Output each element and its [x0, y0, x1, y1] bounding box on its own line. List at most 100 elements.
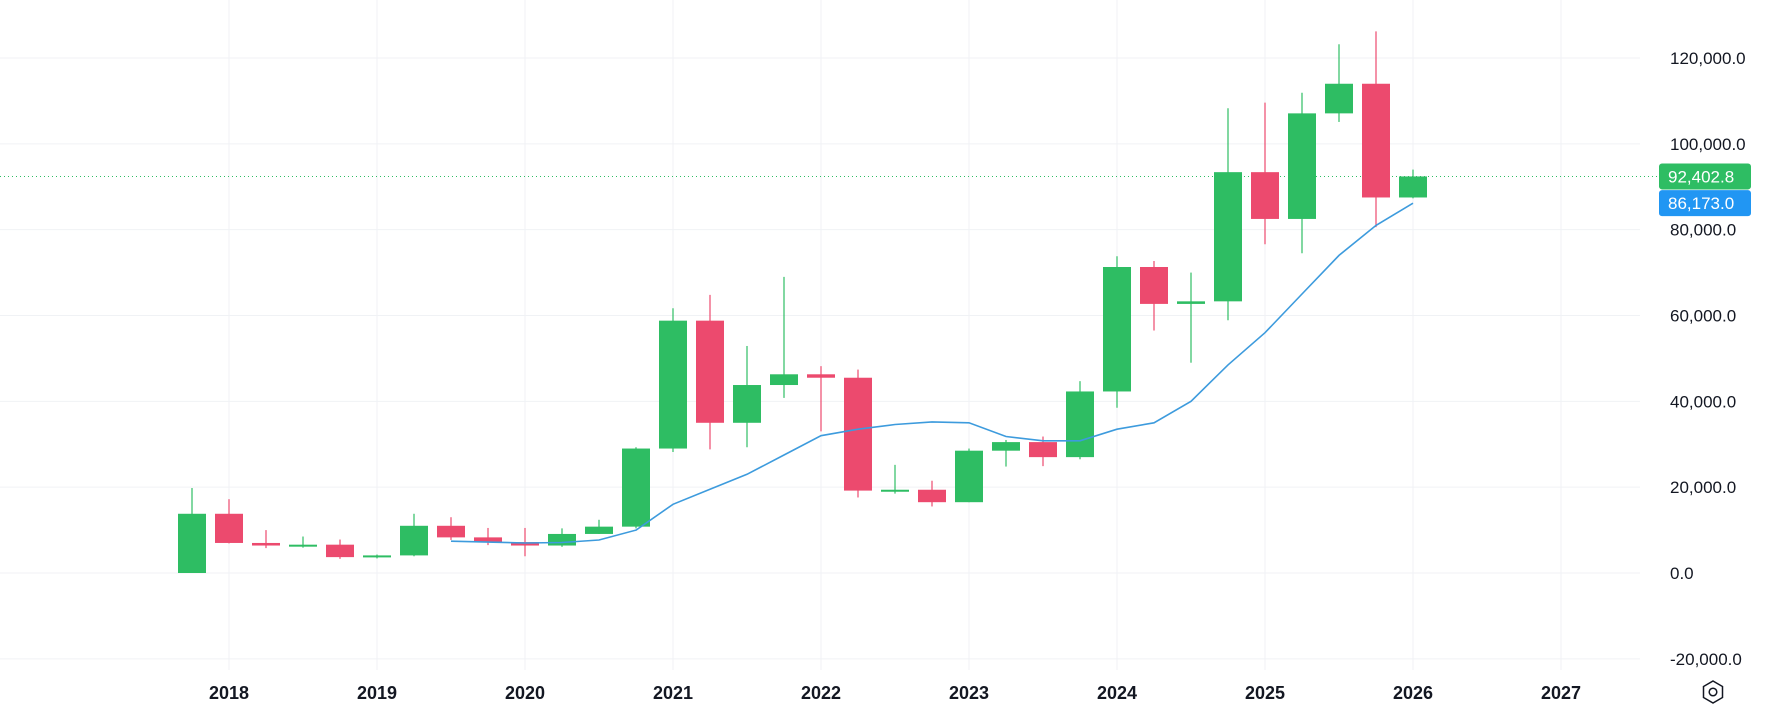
vertical-gridlines — [228, 0, 1562, 670]
x-tick-label-2023: 2023 — [949, 683, 989, 703]
candle-19[interactable] — [881, 464, 909, 494]
x-tick-label-2019: 2019 — [357, 683, 397, 703]
x-tick-label-2021: 2021 — [653, 683, 693, 703]
candle-body-0 — [178, 513, 206, 573]
candle-5[interactable] — [363, 554, 391, 559]
candle-body-10 — [548, 533, 576, 546]
x-tick-label-2018: 2018 — [209, 683, 249, 703]
candle-body-5 — [363, 555, 391, 558]
candle-33[interactable] — [1399, 169, 1427, 199]
candle-24[interactable] — [1066, 381, 1094, 460]
candle-body-14 — [696, 320, 724, 423]
x-axis: 2018 2019 2020 2021 2022 2023 2024 2025 2026 2027 — [209, 683, 1581, 703]
horizontal-gridlines — [0, 57, 1640, 660]
candle-2[interactable] — [252, 530, 280, 549]
last-price-badge-text: 92,402.8 — [1668, 167, 1734, 186]
candle-0[interactable] — [178, 488, 206, 573]
candle-body-26 — [1140, 267, 1168, 304]
x-tick-label-2020: 2020 — [505, 683, 545, 703]
candle-body-18 — [844, 377, 872, 491]
y-tick-label-6: 0.0 — [1670, 564, 1694, 583]
candle-body-3 — [289, 544, 317, 547]
candle-16[interactable] — [770, 276, 798, 398]
candle-body-11 — [585, 526, 613, 534]
candle-body-2 — [252, 542, 280, 546]
candle-7[interactable] — [437, 517, 465, 540]
candle-body-22 — [992, 442, 1020, 451]
candle-25[interactable] — [1103, 256, 1131, 408]
settings-hexagon-gear-icon[interactable] — [1702, 680, 1724, 704]
candle-body-4 — [326, 544, 354, 558]
candle-9[interactable] — [511, 527, 539, 557]
candle-body-32 — [1362, 83, 1390, 198]
candle-body-30 — [1288, 113, 1316, 219]
candle-20[interactable] — [918, 480, 946, 507]
candle-body-13 — [659, 320, 687, 449]
last-price-badge-bg — [1659, 163, 1751, 190]
candle-body-25 — [1103, 267, 1131, 392]
y-tick-label-7: -20,000.0 — [1670, 650, 1742, 669]
candle-18[interactable] — [844, 369, 872, 498]
last-price-badge: 92,402.8 — [1659, 163, 1751, 190]
moving-average-line — [450, 202, 1414, 544]
y-tick-label-0: 120,000.0 — [1670, 49, 1746, 68]
candle-body-19 — [881, 489, 909, 492]
x-tick-label-2026: 2026 — [1393, 683, 1433, 703]
candle-body-12 — [622, 448, 650, 527]
candle-body-9 — [511, 542, 539, 546]
price-badges: 92,402.8 86,173.0 — [1659, 163, 1751, 217]
candle-17[interactable] — [807, 366, 835, 432]
candle-22[interactable] — [992, 439, 1020, 467]
candle-body-8 — [474, 537, 502, 543]
moving-average — [450, 202, 1414, 544]
candle-body-20 — [918, 489, 946, 503]
candle-11[interactable] — [585, 519, 613, 534]
candles — [178, 31, 1427, 573]
y-axis: 120,000.0 100,000.0 80,000.0 60,000.0 40,000… — [1670, 49, 1746, 669]
candle-body-21 — [955, 450, 983, 503]
y-tick-label-2: 80,000.0 — [1670, 221, 1736, 240]
candle-30[interactable] — [1288, 92, 1316, 254]
candle-28[interactable] — [1214, 108, 1242, 321]
candle-body-24 — [1066, 391, 1094, 458]
x-tick-label-2022: 2022 — [801, 683, 841, 703]
candle-body-15 — [733, 385, 761, 423]
candle-14[interactable] — [696, 294, 724, 450]
candle-13[interactable] — [659, 308, 687, 452]
candle-body-17 — [807, 374, 835, 378]
candle-body-23 — [1029, 442, 1057, 458]
candle-body-28 — [1214, 172, 1242, 302]
candle-12[interactable] — [622, 447, 650, 529]
candle-15[interactable] — [733, 345, 761, 448]
candle-body-16 — [770, 374, 798, 386]
candle-body-33 — [1399, 176, 1427, 198]
moving-average-badge-text: 86,173.0 — [1668, 194, 1734, 213]
candle-32[interactable] — [1362, 31, 1390, 228]
x-tick-label-2024: 2024 — [1097, 683, 1137, 703]
candle-1[interactable] — [215, 499, 243, 544]
candle-body-29 — [1251, 172, 1279, 219]
candle-4[interactable] — [326, 539, 354, 559]
candle-29[interactable] — [1251, 102, 1279, 245]
candle-21[interactable] — [955, 448, 983, 503]
candle-body-6 — [400, 525, 428, 556]
moving-average-badge: 86,173.0 — [1659, 190, 1751, 217]
candle-body-7 — [437, 525, 465, 538]
candle-body-27 — [1177, 301, 1205, 304]
x-tick-label-2025: 2025 — [1245, 683, 1285, 703]
candle-31[interactable] — [1325, 44, 1353, 122]
x-tick-label-2027: 2027 — [1541, 683, 1581, 703]
candle-26[interactable] — [1140, 260, 1168, 331]
y-tick-label-5: 20,000.0 — [1670, 478, 1736, 497]
candle-27[interactable] — [1177, 272, 1205, 363]
y-tick-label-1: 100,000.0 — [1670, 135, 1746, 154]
candle-body-1 — [215, 513, 243, 543]
candle-3[interactable] — [289, 536, 317, 548]
y-tick-label-4: 40,000.0 — [1670, 392, 1736, 411]
candle-10[interactable] — [548, 528, 576, 547]
moving-average-badge-bg — [1659, 190, 1751, 217]
candle-6[interactable] — [400, 513, 428, 557]
y-tick-label-3: 60,000.0 — [1670, 307, 1736, 326]
candle-body-31 — [1325, 83, 1353, 114]
